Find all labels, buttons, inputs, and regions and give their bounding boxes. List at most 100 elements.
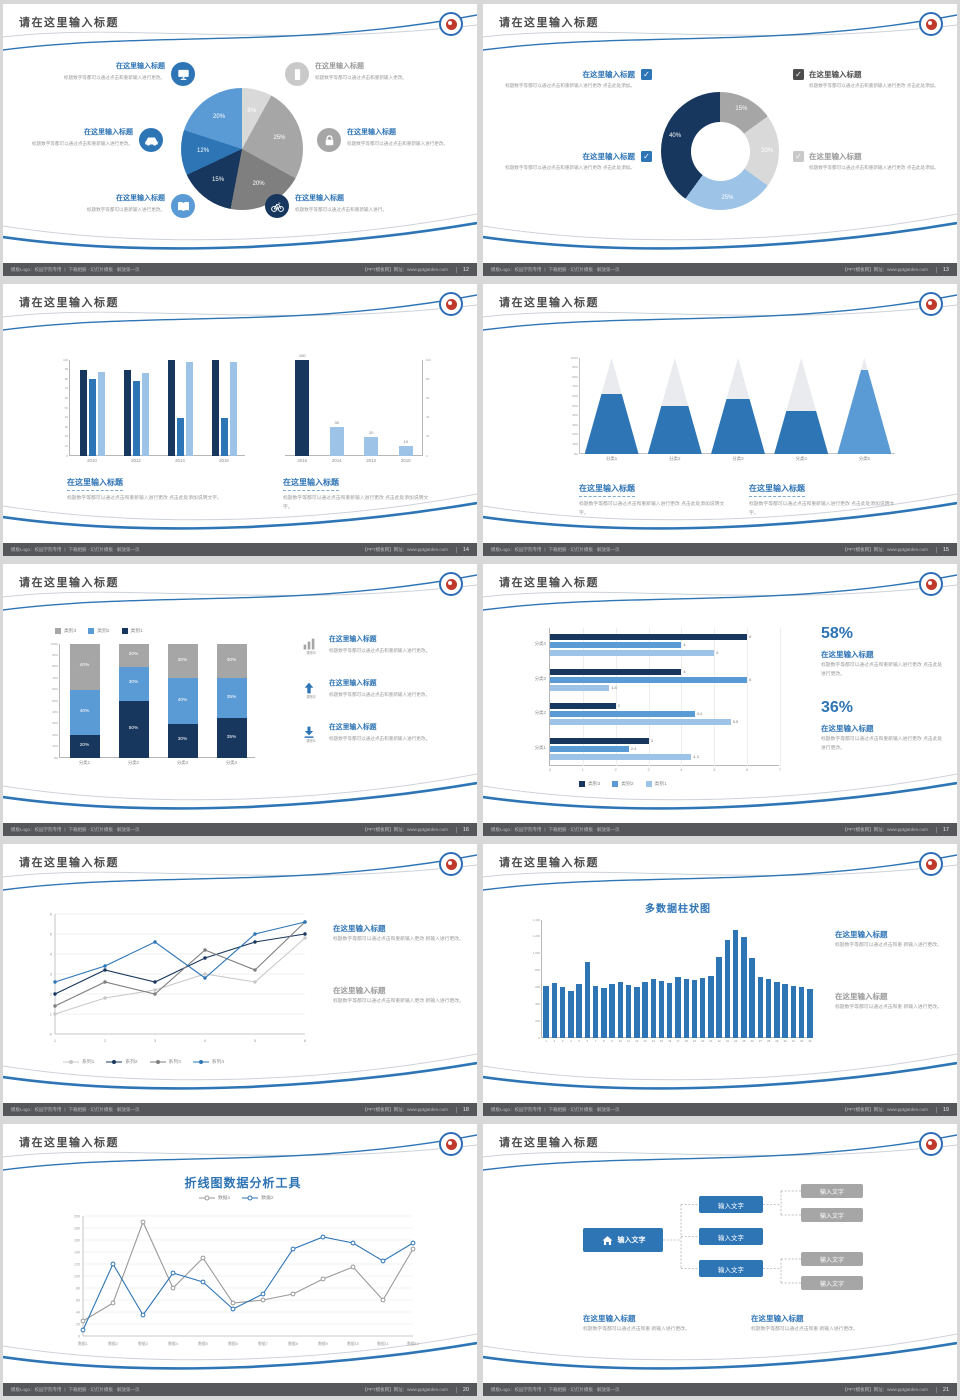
bar <box>757 977 764 1038</box>
pyramid <box>647 358 702 454</box>
slice-label: 15% <box>212 176 225 183</box>
text-heading: 在这里输入标题 <box>582 152 636 161</box>
svg-text:数据12: 数据12 <box>407 1341 419 1346</box>
school-logo-icon <box>919 572 943 596</box>
legend-label: 类别1 <box>654 782 667 787</box>
x-tick-label: 7 <box>594 1040 597 1043</box>
slide-cell: 请在这里输入标题 类别3 类别2 类别1 0% 10% 20% 30% 40% 50% 60% 70%… <box>0 560 480 840</box>
bar-value-label: 4.3 <box>693 753 699 759</box>
text-heading: 在这里输入标题 <box>116 63 165 70</box>
slide-title: 请在这里输入标题 <box>19 577 119 589</box>
page-number: 13 <box>935 266 949 273</box>
slide-page-19[interactable]: 请在这里输入标题 多数据柱状图 0 200 400 600 800 1,000 1,200 1,4… <box>483 844 957 1116</box>
pyramid-fill <box>774 410 829 454</box>
y-tick-label: 80 <box>64 376 68 381</box>
column-chart: 0 200 400 600 800 1,000 1,200 1,400 1 2 3 4 5 6 7 8 9 10 1… <box>533 918 813 1043</box>
svg-text:2: 2 <box>50 992 53 997</box>
slide-page-20[interactable]: 请在这里输入标题 折线图数据分析工具 数据1 数据2 0 20 40 60 80 100 120 14… <box>3 1124 477 1396</box>
slice-label: 20% <box>252 181 265 188</box>
x-tick-label: 5 <box>578 1040 580 1043</box>
bar-value-label: 4 <box>683 642 686 648</box>
text-body: 标题数字等都可以通过点击和重新输入进行更改。 <box>63 74 165 80</box>
slide-page-17[interactable]: 请在这里输入标题 6 4 5 分类4 4 6 1.8 分类3 2 4.4 5.5 分类2 3 2.4 4.3 分… <box>483 564 957 836</box>
svg-text:140: 140 <box>74 1251 80 1255</box>
y-tick-label: 0 <box>66 453 68 458</box>
pyramid-fill <box>711 399 765 454</box>
footer-right-text: 【PPT模板网】网址：www.pptgarden.com <box>362 826 448 832</box>
slide-page-21[interactable]: 请在这里输入标题 输入文字 输入文字 输入文字 输入文字 输入文字 输入文字 输入文字 输入文字… <box>483 1124 957 1396</box>
y-tick-label: 0% <box>53 755 58 760</box>
y-category-label: 分类2 <box>534 710 546 716</box>
text-heading: 在这里输入标题 <box>329 680 377 687</box>
bar <box>543 985 549 1038</box>
school-logo-icon <box>439 1132 463 1156</box>
segment-label: 30% <box>128 680 139 686</box>
lock-icon <box>317 128 341 152</box>
bar <box>550 737 649 744</box>
svg-text:160: 160 <box>74 1239 80 1243</box>
slice-label: 25% <box>273 135 286 142</box>
slice-label: 8% <box>247 108 257 115</box>
y-tick-label: 20% <box>572 432 578 437</box>
y-tick-label: 100 <box>63 357 68 362</box>
bar <box>790 985 797 1038</box>
stacked-segment <box>167 723 198 758</box>
text-body: 标题数字等都可以重新输入进行更改。 <box>86 206 165 212</box>
slide-page-18[interactable]: 请在这里输入标题 0 1 2 3 4 5 6 1 2 3 4 5 6 系列1 系列2 系列3 系列4 在这里输入标题… <box>3 844 477 1116</box>
percent-value: 58% <box>821 625 854 642</box>
chart-title: 多数据柱状图 <box>645 904 711 915</box>
x-tick-label: 5 <box>713 768 716 772</box>
x-tick-label: 分类2 <box>127 760 140 765</box>
slide-footer: 模板Logo：校园学院专用 丨 下载相册 · 幻灯片模板 · 解放第一页 【PPT… <box>483 823 957 836</box>
x-tick-label: 2014 <box>331 458 342 463</box>
y-tick-label: 90% <box>52 652 58 657</box>
y-tick-label: 60% <box>572 393 578 398</box>
legend-item: 类别3 <box>55 627 76 634</box>
text-block: 在这里输入标题 标题数字等都可以重新输入进行更改。 <box>37 194 165 214</box>
slide-page-15[interactable]: 请在这里输入标题 0% 10% 20% 30% 40% 50% 60% 70% 80% 90% 100… <box>483 284 957 556</box>
text-heading: 在这里输入标题 <box>315 63 364 70</box>
bar <box>658 980 665 1038</box>
footer-right-text: 【PPT模板网】网址：www.pptgarden.com <box>842 1386 928 1392</box>
text-block: 在这里输入标题 标题数字等都可以通过点击和重 新输入进行更改。 <box>835 930 947 951</box>
stacked-segment <box>118 701 149 758</box>
x-tick-label: 2 <box>614 768 617 772</box>
svg-text:0: 0 <box>50 1032 53 1037</box>
legend-item: 类别1 <box>645 780 667 787</box>
svg-text:数据4: 数据4 <box>168 1341 178 1346</box>
text-heading: 在这里输入标题 <box>835 992 888 1001</box>
y-tick-label: 0 <box>538 1035 540 1040</box>
x-tick-label: 8 <box>603 1040 605 1043</box>
up-arrow-icon: 类别2 <box>301 680 321 704</box>
footer-right-text: 【PPT模板网】网址：www.pptgarden.com <box>842 1106 928 1112</box>
text-heading: 在这里输入标题 <box>749 484 805 498</box>
y-tick-label: 30% <box>52 721 58 726</box>
school-logo-icon <box>919 852 943 876</box>
x-tick-label: 31 <box>791 1040 795 1043</box>
segment-label: 20% <box>128 651 139 657</box>
slide-cell: 请在这里输入标题 输入文字 输入文字 输入文字 输入文字 输入文字 输入文字 输入文字 输入文字… <box>480 1120 960 1400</box>
slide-page-13[interactable]: 请在这里输入标题 15% 20% 25% 40% 在这里输入标题 标题数字等都可以通过点击和… <box>483 4 957 276</box>
legend-item: 系列2 <box>106 1058 138 1065</box>
x-tick-label: 9 <box>611 1040 613 1043</box>
slide-page-16[interactable]: 请在这里输入标题 类别3 类别2 类别1 0% 10% 20% 30% 40% 50% 60% 70%… <box>3 564 477 836</box>
slide-cell: 请在这里输入标题 0% 10% 20% 30% 40% 50% 60% 70% 80% 90% 100… <box>480 280 960 560</box>
slide-page-14[interactable]: 请在这里输入标题 0 10 20 30 40 50 60 70 80 90 100 2010 2012 20… <box>3 284 477 556</box>
footer-left-text: 模板Logo：校园学院专用 丨 下载相册 · 幻灯片模板 · 解放第一页 <box>11 266 140 272</box>
svg-text:80: 80 <box>76 1287 80 1291</box>
y-tick-label: 60 <box>64 395 68 400</box>
bar-value-label: 6 <box>749 634 752 640</box>
y-tick-label: 40% <box>572 413 578 418</box>
checkbox-icon: ✓ <box>641 69 652 80</box>
slide-page-12[interactable]: 请在这里输入标题 8% 25% 20% 15% 12% 20% 在这里输入标题 标题数字等都可以… <box>3 4 477 276</box>
bar <box>550 668 682 675</box>
bar <box>329 427 344 456</box>
x-tick-label: 分类4 <box>225 760 238 765</box>
text-body: 标题数字等都可以通过点击和重新输入更改。 <box>315 74 407 80</box>
y-category-label: 分类3 <box>534 675 546 681</box>
home-node: 输入文字 <box>583 1228 663 1252</box>
bar-value-label: 5.5 <box>732 719 739 725</box>
bar <box>732 930 739 1038</box>
bar <box>642 982 648 1038</box>
page-number: 15 <box>935 546 949 553</box>
